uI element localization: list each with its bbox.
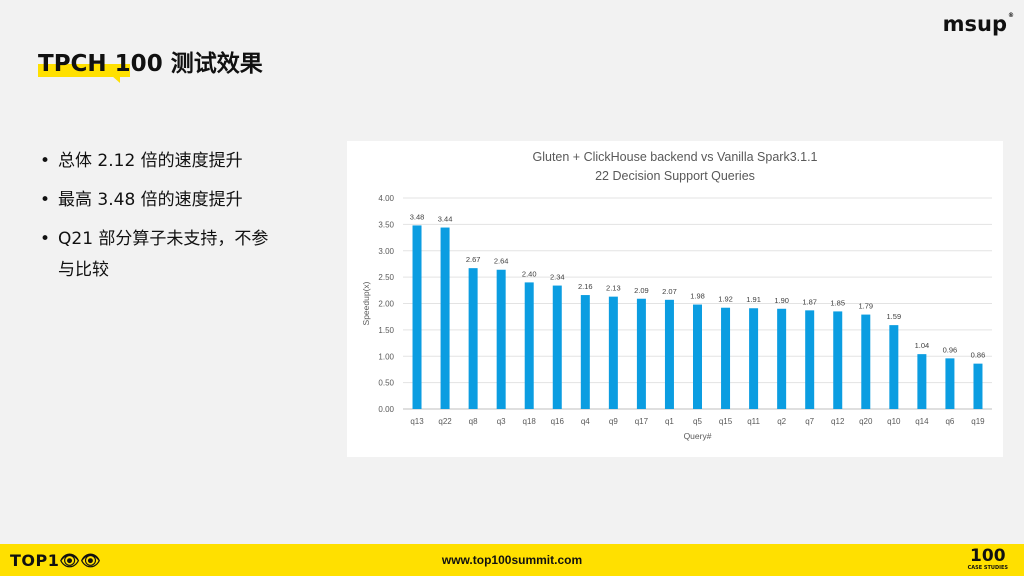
data-label: 1.87	[802, 297, 817, 306]
y-tick-label: 2.50	[378, 273, 394, 282]
footer-url[interactable]: www.top100summit.com	[441, 553, 583, 567]
bar-q16	[552, 285, 562, 409]
title-highlight-tick	[112, 76, 120, 83]
x-tick-label: q18	[523, 417, 537, 426]
msup-logo: msup®	[942, 12, 1014, 36]
x-tick-label: q12	[831, 417, 845, 426]
data-label: 3.48	[410, 212, 425, 221]
bullet-text-continued: 与比较	[58, 260, 109, 280]
bar-q9	[608, 296, 618, 409]
data-label: 1.79	[858, 302, 873, 311]
x-tick-label: q8	[469, 417, 478, 426]
x-tick-label: q5	[693, 417, 702, 426]
bullet-item: • 总体 2.12 倍的速度提升	[38, 150, 338, 172]
y-axis-title: Speedup(x)	[361, 281, 371, 325]
chart-plot: 0.00 0.50 1.00 1.50 2.00 2.50 3.00 3.50 4.00 3.48…	[361, 194, 992, 441]
badge-number: 100	[970, 546, 1006, 566]
data-label: 2.64	[494, 257, 509, 266]
data-label: 1.04	[915, 341, 930, 350]
bar-q7	[805, 310, 815, 409]
x-tick-label: q9	[609, 417, 618, 426]
data-label: 0.86	[971, 351, 986, 360]
x-tick-label: q17	[635, 417, 649, 426]
bar-q10	[889, 325, 899, 409]
x-tick-label: q4	[581, 417, 590, 426]
x-tick-label: q15	[719, 417, 733, 426]
y-tick-label: 4.00	[378, 194, 394, 203]
data-label: 1.85	[830, 298, 845, 307]
bullet-item: • Q21 部分算子未支持，不参 与比较	[38, 228, 338, 281]
data-label: 1.90	[774, 296, 789, 305]
data-label: 3.44	[438, 215, 453, 224]
y-tick-label: 1.00	[378, 352, 394, 361]
bullet-text: 总体 2.12 倍的速度提升	[58, 151, 243, 171]
bar-q4	[580, 295, 590, 409]
x-tick-label: q7	[805, 417, 814, 426]
case-studies-badge: 100 CASE STUDIES	[968, 547, 1008, 571]
title-highlight	[38, 64, 130, 77]
bullet-dot-icon: •	[40, 190, 51, 210]
y-tick-label: 0.50	[378, 379, 394, 388]
bar-q5	[693, 304, 702, 409]
data-label: 2.13	[606, 284, 621, 293]
x-tick-label: q13	[410, 417, 424, 426]
bar-q13	[412, 225, 422, 409]
x-tick-label: q19	[971, 417, 985, 426]
chart-subtitle: 22 Decision Support Queries	[595, 169, 755, 183]
bar-q3	[496, 269, 506, 409]
bar-q19	[973, 363, 983, 409]
data-label: 2.16	[578, 282, 593, 291]
bar-q14	[917, 354, 927, 409]
x-tick-label: q6	[945, 417, 954, 426]
x-tick-label: q1	[665, 417, 674, 426]
page-title: TPCH 100 测试效果	[38, 51, 263, 77]
bar-q12	[833, 311, 843, 409]
speedup-chart: Gluten + ClickHouse backend vs Vanilla S…	[347, 141, 1003, 457]
x-tick-label: q2	[777, 417, 786, 426]
y-tick-label: 1.50	[378, 326, 394, 335]
bar-q22	[440, 227, 450, 409]
top100-logo: TOP1👁👁	[10, 551, 101, 570]
data-label: 2.34	[550, 273, 565, 282]
bar-q6	[945, 358, 955, 409]
bar-q15	[721, 307, 731, 409]
data-label: 2.40	[522, 269, 537, 278]
y-tick-label: 3.50	[378, 220, 394, 229]
y-tick-label: 3.00	[378, 247, 394, 256]
bullet-text: Q21 部分算子未支持，不参	[58, 229, 269, 249]
data-label: 2.67	[466, 255, 481, 264]
bar-q11	[749, 308, 759, 409]
x-tick-label: q22	[438, 417, 452, 426]
bar-q1	[664, 299, 674, 409]
x-tick-label: q3	[497, 417, 506, 426]
bullet-dot-icon: •	[40, 229, 51, 249]
bar-q2	[777, 308, 787, 409]
data-label: 2.07	[662, 287, 677, 296]
bar-q17	[636, 298, 646, 409]
x-tick-label: q14	[915, 417, 929, 426]
bar-q20	[861, 314, 871, 409]
bullet-item: • 最高 3.48 倍的速度提升	[38, 189, 338, 211]
data-label: 1.91	[746, 295, 761, 304]
data-label: 2.09	[634, 286, 649, 295]
data-label: 1.98	[690, 292, 705, 301]
x-axis-title: Query#	[684, 431, 712, 441]
x-tick-label: q20	[859, 417, 873, 426]
y-tick-label: 2.00	[378, 300, 394, 309]
x-tick-label: q10	[887, 417, 901, 426]
y-tick-label: 0.00	[378, 405, 394, 414]
bullet-text: 最高 3.48 倍的速度提升	[58, 190, 243, 210]
data-label: 0.96	[943, 345, 958, 354]
chart-title: Gluten + ClickHouse backend vs Vanilla S…	[532, 150, 818, 164]
x-tick-label: q11	[747, 417, 760, 426]
footer-bar: TOP1👁👁 www.top100summit.com 100 CASE STU…	[0, 544, 1024, 576]
data-label: 1.92	[718, 295, 733, 304]
bar-q8	[468, 268, 478, 409]
data-label: 1.59	[887, 312, 902, 321]
x-tick-label: q16	[551, 417, 565, 426]
badge-subtitle: CASE STUDIES	[967, 565, 1008, 571]
bullet-dot-icon: •	[40, 151, 51, 171]
bar-q18	[524, 282, 534, 409]
bullet-list: • 总体 2.12 倍的速度提升 • 最高 3.48 倍的速度提升 • Q21 部分算…	[38, 150, 338, 298]
